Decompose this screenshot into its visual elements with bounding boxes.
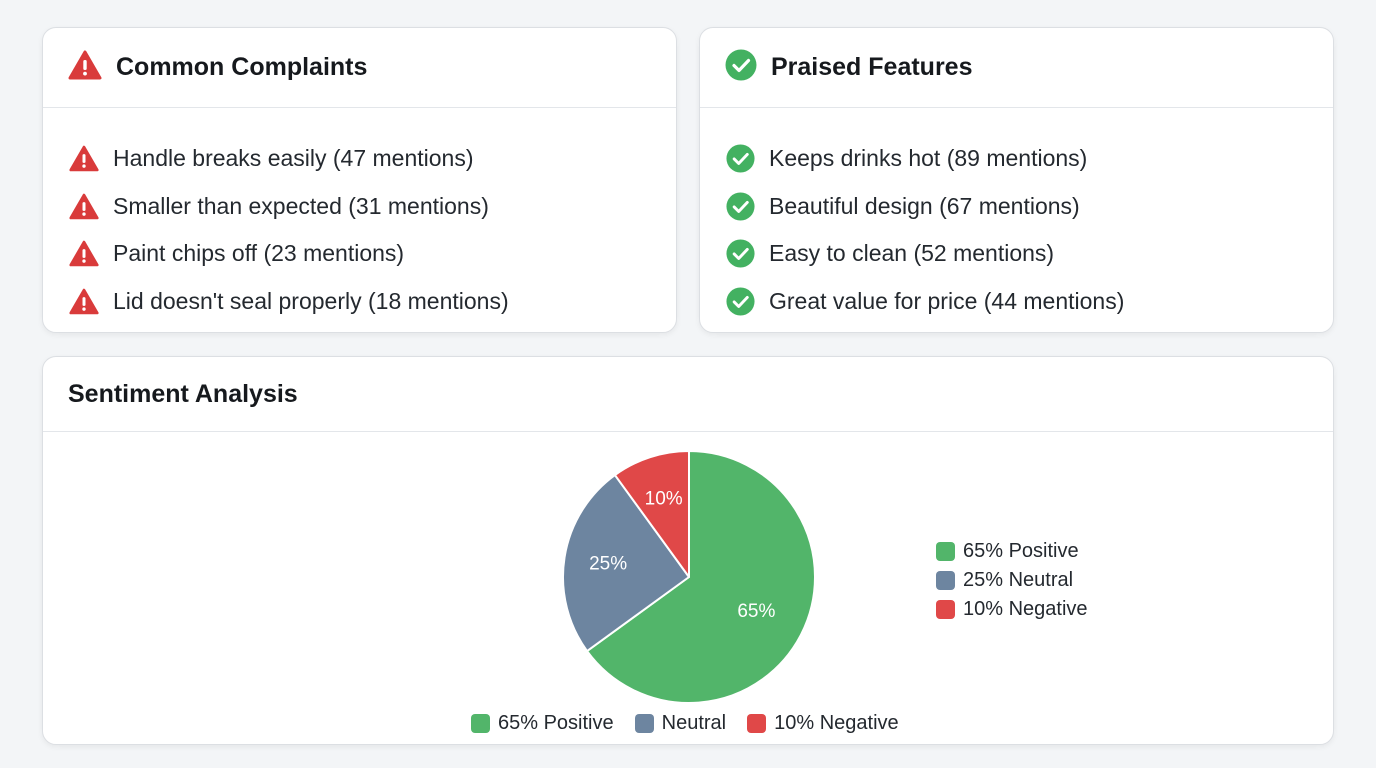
legend-label: 10% Negative [963, 598, 1088, 620]
praised-card: Praised Features Keeps drinks hot (89 me… [699, 27, 1334, 333]
pie-label-neutral: 25% [589, 554, 627, 575]
warning-triangle-icon [69, 240, 99, 267]
complaint-text: Paint chips off (23 mentions) [113, 240, 405, 267]
list-item: Lid doesn't seal properly (18 mentions) [69, 278, 676, 326]
warning-triangle-icon [69, 193, 99, 220]
legend-swatch-positive [936, 542, 955, 561]
list-item: Handle breaks easily (47 mentions) [69, 135, 676, 183]
check-circle-icon [725, 49, 757, 86]
praised-list: Keeps drinks hot (89 mentions) Beautiful… [700, 108, 1333, 325]
sentiment-card: Sentiment Analysis 65% 25% 10% 65% Positiv… [42, 356, 1334, 745]
pie-slice-positive [586, 450, 816, 704]
praised-title: Praised Features [771, 53, 973, 81]
pie-slice-neutral [562, 474, 690, 653]
praised-text: Beautiful design (67 mentions) [769, 192, 1080, 219]
list-item: Smaller than expected (31 mentions) [69, 183, 676, 231]
check-circle-icon [726, 144, 755, 173]
warning-triangle-icon [69, 145, 99, 172]
legend-label: 10% Negative [774, 712, 899, 734]
legend-bottom: 65% Positive Neutral 10% Negative [471, 709, 920, 738]
legend-item-positive: 65% Positive [936, 537, 1088, 566]
praised-text: Great value for price (44 mentions) [769, 288, 1125, 315]
legend-item-neutral: Neutral [634, 709, 727, 738]
complaints-card: Common Complaints Handle breaks easily (… [42, 27, 677, 333]
praised-text: Easy to clean (52 mentions) [769, 240, 1055, 267]
praised-header: Praised Features [700, 28, 1333, 108]
legend-label: 65% Positive [963, 540, 1079, 562]
list-item: Great value for price (44 mentions) [726, 278, 1333, 326]
list-item: Keeps drinks hot (89 mentions) [726, 135, 1333, 183]
legend-label: Neutral [661, 712, 727, 734]
list-item: Paint chips off (23 mentions) [69, 230, 676, 278]
legend-item-negative: 10% Negative [936, 595, 1088, 624]
complaints-list: Handle breaks easily (47 mentions) Small… [43, 108, 676, 325]
complaint-text: Lid doesn't seal properly (18 mentions) [113, 288, 509, 315]
pie-slice-negative [613, 450, 690, 578]
complaints-header: Common Complaints [43, 28, 676, 108]
warning-triangle-icon [68, 50, 102, 85]
list-item: Easy to clean (52 mentions) [726, 230, 1333, 278]
complaints-title: Common Complaints [116, 53, 368, 81]
legend-right: 65% Positive 25% Neutral 10% Negative [936, 537, 1088, 624]
check-circle-icon [726, 192, 755, 221]
praised-text: Keeps drinks hot (89 mentions) [769, 145, 1088, 172]
legend-swatch-positive [471, 714, 490, 733]
complaint-text: Smaller than expected (31 mentions) [113, 192, 489, 219]
legend-swatch-negative [747, 714, 767, 733]
legend-label: 25% Neutral [963, 569, 1074, 591]
legend-label: 65% Positive [498, 712, 614, 734]
legend-item-negative: 10% Negative [747, 709, 899, 738]
sentiment-title: Sentiment Analysis [68, 379, 298, 408]
legend-swatch-neutral [936, 571, 955, 590]
legend-swatch-negative [936, 600, 955, 619]
sentiment-header: Sentiment Analysis [43, 357, 1333, 432]
check-circle-icon [726, 239, 755, 269]
warning-triangle-icon [69, 288, 99, 315]
complaint-text: Handle breaks easily (47 mentions) [113, 145, 474, 172]
legend-item-neutral: 25% Neutral [936, 566, 1088, 595]
list-item: Beautiful design (67 mentions) [726, 183, 1333, 231]
pie-label-positive: 65% [737, 601, 775, 622]
sentiment-pie-chart: 65% 25% 10% [562, 450, 816, 704]
legend-swatch-neutral [634, 714, 654, 733]
legend-item-positive: 65% Positive [471, 709, 614, 738]
pie-label-negative: 10% [645, 489, 683, 510]
check-circle-icon [726, 287, 755, 316]
